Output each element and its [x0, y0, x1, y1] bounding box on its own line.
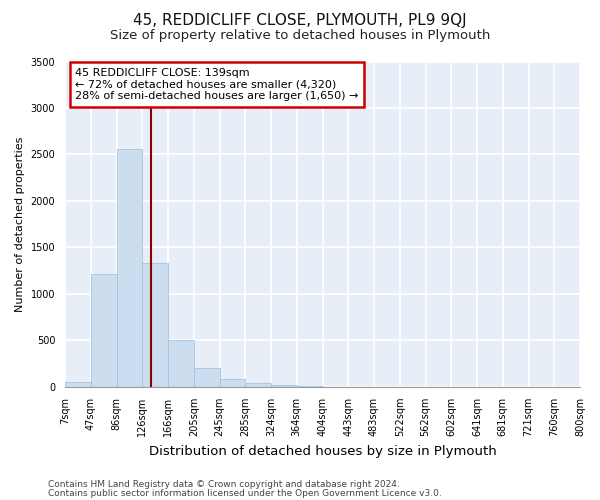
Bar [142, 264, 168, 387]
Text: Contains HM Land Registry data © Crown copyright and database right 2024.: Contains HM Land Registry data © Crown c… [48, 480, 400, 489]
Bar [271, 385, 297, 387]
Text: Contains public sector information licensed under the Open Government Licence v3: Contains public sector information licen… [48, 488, 442, 498]
Bar [245, 383, 271, 387]
Text: 45, REDDICLIFF CLOSE, PLYMOUTH, PL9 9QJ: 45, REDDICLIFF CLOSE, PLYMOUTH, PL9 9QJ [133, 12, 467, 28]
Bar [116, 149, 142, 387]
Text: Size of property relative to detached houses in Plymouth: Size of property relative to detached ho… [110, 29, 490, 42]
X-axis label: Distribution of detached houses by size in Plymouth: Distribution of detached houses by size … [149, 444, 496, 458]
Bar [220, 378, 245, 387]
Text: 45 REDDICLIFF CLOSE: 139sqm
← 72% of detached houses are smaller (4,320)
28% of : 45 REDDICLIFF CLOSE: 139sqm ← 72% of det… [76, 68, 359, 101]
Y-axis label: Number of detached properties: Number of detached properties [15, 136, 25, 312]
Bar [65, 382, 91, 387]
Bar [194, 368, 220, 387]
Bar [168, 340, 194, 387]
Bar [91, 274, 116, 387]
